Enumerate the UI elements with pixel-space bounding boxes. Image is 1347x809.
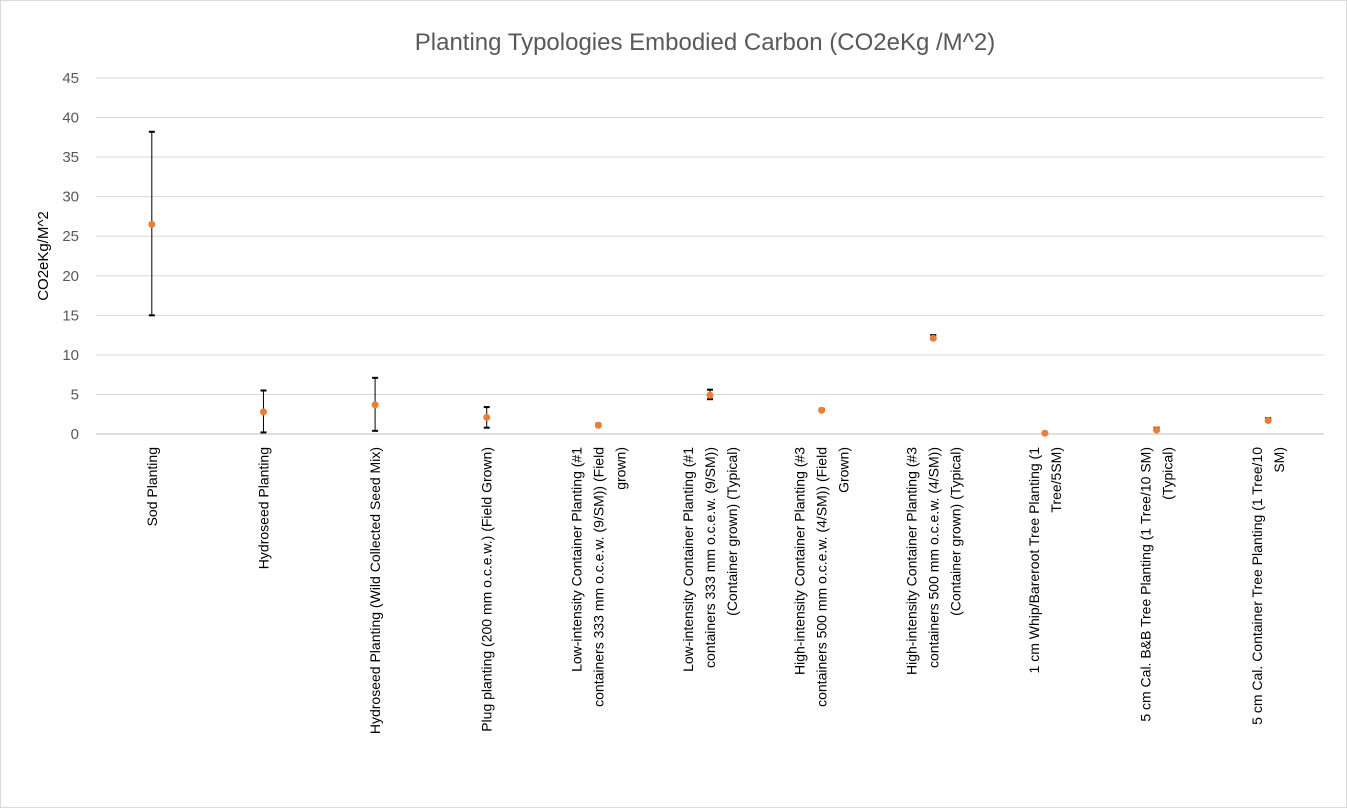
x-category-label: Low-intensity Container Planting (#1 — [568, 447, 584, 672]
x-category-label: (Typical) — [1160, 447, 1176, 500]
y-tick-label: 20 — [62, 268, 79, 285]
x-category-label: containers 333 mm o.c.e.w. (9/SM)) (Fiel… — [590, 447, 606, 707]
x-category-label: containers 333 mm o.c.e.w. (9/SM)) — [702, 447, 718, 668]
y-tick-label: 15 — [62, 307, 79, 324]
x-category-label: Tree/5SM) — [1048, 447, 1064, 513]
x-category-label: Low-intensity Container Planting (#1 — [680, 447, 696, 672]
data-point — [818, 406, 826, 414]
x-category-label: High-intensity Container Planting (#3 — [792, 447, 808, 675]
x-category-label: containers 500 mm o.c.e.w. (4/SM)) (Fiel… — [814, 447, 830, 707]
grid-layer — [96, 77, 1324, 435]
y-tick-label: 25 — [62, 228, 79, 245]
x-category-label: 5 cm Cal. Container Tree Planting (1 Tre… — [1249, 447, 1265, 725]
x-category-label: (Container grown) (Typical) — [947, 447, 963, 616]
y-tick-label: 0 — [71, 426, 79, 443]
y-tick-label: 10 — [62, 347, 79, 364]
y-tick-label: 40 — [62, 110, 79, 127]
data-point — [259, 408, 267, 416]
error-bars — [148, 130, 1272, 435]
y-tick-label: 45 — [62, 70, 79, 87]
x-category-label: Sod Planting — [144, 447, 160, 526]
x-category-label: Hydroseed Planting (Wild Collected Seed … — [367, 447, 383, 734]
x-category-label: Hydroseed Planting — [255, 447, 271, 569]
data-markers — [148, 220, 1272, 437]
data-point — [929, 334, 937, 342]
x-category-label: High-intensity Container Planting (#3 — [903, 447, 919, 675]
data-point — [594, 421, 602, 429]
y-tick-label: 35 — [62, 149, 79, 166]
x-category-labels: Sod Planting Hydroseed Planting Hydroseed … — [144, 447, 1287, 734]
x-category-label: (Container grown) (Typical) — [724, 447, 740, 616]
data-point — [148, 220, 156, 228]
x-category-label: 5 cm Cal. B&B Tree Planting (1 Tree/10 S… — [1138, 447, 1154, 722]
x-category-label: 1 cm Whip/Bareroot Tree Planting (1 — [1026, 447, 1042, 674]
data-point — [1153, 426, 1161, 434]
data-point — [1041, 429, 1049, 437]
data-point — [371, 401, 379, 409]
y-axis-label: CO2eKg/M^2 — [35, 211, 52, 301]
y-tick-label: 30 — [62, 189, 79, 206]
y-tick-label: 5 — [71, 386, 79, 403]
x-category-label: Grown) — [836, 447, 852, 493]
x-category-label: grown) — [612, 447, 628, 490]
data-point — [483, 413, 491, 421]
data-point — [1264, 417, 1272, 425]
x-category-label: SM) — [1271, 447, 1287, 473]
data-point — [706, 391, 714, 399]
x-category-label: containers 500 mm o.c.e.w. (4/SM)) — [925, 447, 941, 668]
y-tick-labels: 0 5 10 15 20 25 30 35 40 45 — [62, 70, 79, 443]
chart-title: Planting Typologies Embodied Carbon (CO2… — [415, 29, 995, 56]
x-category-label: Plug planting (200 mm o.c.e.w.) (Field G… — [479, 447, 495, 732]
